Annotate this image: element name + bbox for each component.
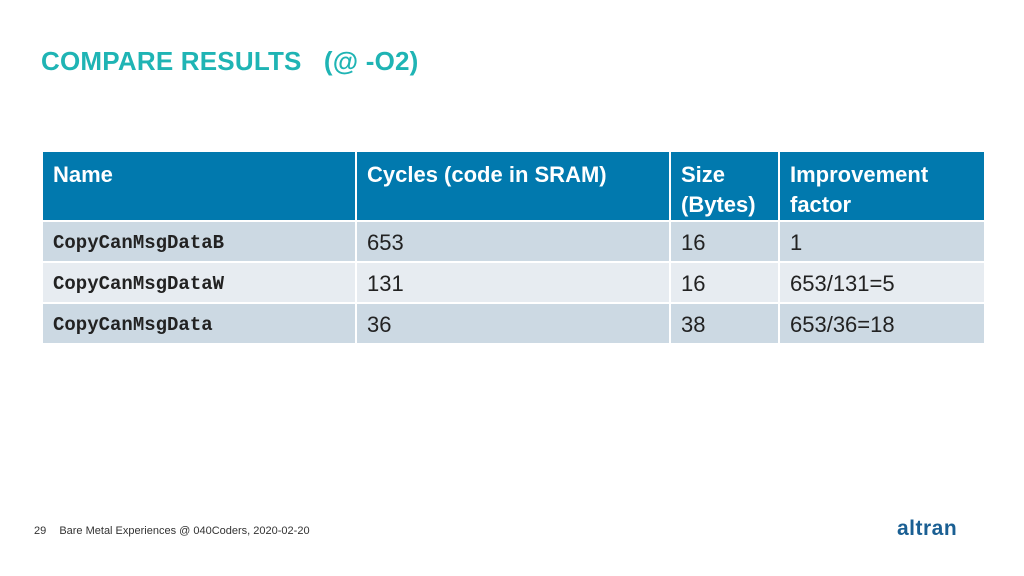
header-improvement: Improvement factor <box>778 150 986 222</box>
header-size: Size (Bytes) <box>669 150 780 222</box>
cell-improvement: 1 <box>778 220 986 263</box>
results-table: Name Cycles (code in SRAM) Size (Bytes) … <box>41 150 986 345</box>
table-header-row: Name Cycles (code in SRAM) Size (Bytes) … <box>41 150 986 222</box>
slide-title: COMPARE RESULTS (@ -O2) <box>41 46 419 76</box>
header-name: Name <box>41 150 357 222</box>
cell-size: 16 <box>669 261 780 304</box>
cell-cycles: 653 <box>355 220 671 263</box>
cell-improvement: 653/36=18 <box>778 302 986 345</box>
logo-wordmark: altran <box>897 518 957 538</box>
cell-size: 38 <box>669 302 780 345</box>
footer-text: Bare Metal Experiences @ 040Coders, 2020… <box>59 525 310 537</box>
header-cycles: Cycles (code in SRAM) <box>355 150 671 222</box>
slide-footer: 29 Bare Metal Experiences @ 040Coders, 2… <box>34 525 310 537</box>
table-row: CopyCanMsgDataW 131 16 653/131=5 <box>41 261 986 304</box>
table-row: CopyCanMsgData 36 38 653/36=18 <box>41 302 986 345</box>
altran-logo: altran <box>897 518 957 538</box>
cell-improvement: 653/131=5 <box>778 261 986 304</box>
table-row: CopyCanMsgDataB 653 16 1 <box>41 220 986 263</box>
cell-name: CopyCanMsgDataB <box>41 220 357 263</box>
cell-cycles: 36 <box>355 302 671 345</box>
cell-name: CopyCanMsgData <box>41 302 357 345</box>
page-number: 29 <box>34 525 47 537</box>
cell-size: 16 <box>669 220 780 263</box>
cell-cycles: 131 <box>355 261 671 304</box>
cell-name: CopyCanMsgDataW <box>41 261 357 304</box>
